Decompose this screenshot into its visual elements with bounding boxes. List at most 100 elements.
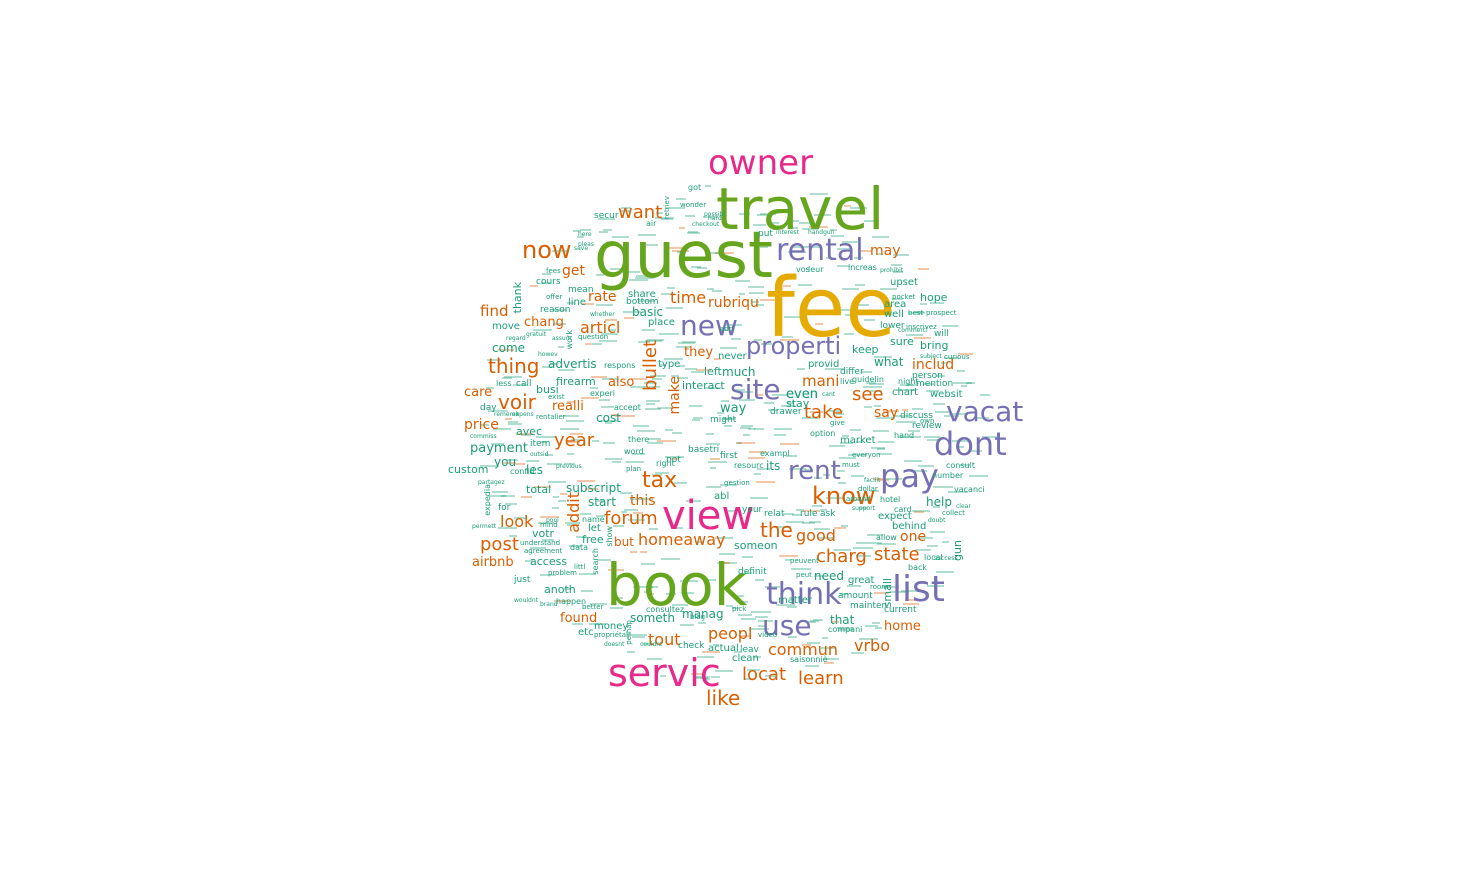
micro-text-texture xyxy=(504,418,513,421)
micro-text-texture xyxy=(890,263,903,266)
micro-text-texture xyxy=(599,419,619,422)
micro-text-texture xyxy=(803,509,821,512)
cloud-word: hope xyxy=(920,291,948,304)
micro-text-texture xyxy=(756,393,763,396)
cloud-word: assum xyxy=(552,335,572,342)
micro-text-texture xyxy=(771,393,788,396)
cloud-word: first xyxy=(720,451,738,461)
micro-text-texture xyxy=(621,511,628,514)
micro-text-texture xyxy=(693,675,710,678)
micro-text-texture xyxy=(801,643,812,646)
cloud-word: vacat xyxy=(946,395,1024,428)
micro-text-texture xyxy=(684,368,698,371)
micro-text-texture xyxy=(742,434,751,437)
cloud-word: commerci xyxy=(898,327,928,334)
micro-text-texture xyxy=(930,301,944,304)
cloud-word: may xyxy=(870,243,901,259)
micro-text-texture xyxy=(666,593,676,596)
cloud-word: drawer xyxy=(770,407,802,417)
micro-text-texture xyxy=(652,378,662,381)
cloud-word: might xyxy=(710,415,737,425)
micro-text-texture xyxy=(567,452,574,455)
micro-text-texture xyxy=(881,311,889,314)
micro-text-texture xyxy=(655,212,664,214)
micro-text-texture xyxy=(487,494,507,497)
micro-text-texture xyxy=(530,547,547,550)
micro-text-texture xyxy=(905,333,923,336)
cloud-word: reason xyxy=(540,305,571,315)
micro-text-texture xyxy=(787,606,798,609)
cloud-word: clear xyxy=(956,503,971,510)
micro-text-texture xyxy=(910,435,922,438)
micro-text-texture xyxy=(751,610,772,613)
cloud-word: subscript xyxy=(566,481,621,495)
cloud-word: agreement xyxy=(524,547,563,555)
micro-text-texture xyxy=(941,325,959,328)
cloud-word: cant xyxy=(822,391,836,398)
cloud-word: add xyxy=(720,325,734,333)
micro-text-texture xyxy=(717,562,737,565)
micro-text-texture xyxy=(589,623,606,626)
micro-text-texture xyxy=(959,463,971,466)
micro-text-texture xyxy=(818,537,834,540)
micro-text-texture xyxy=(500,494,516,497)
cloud-word: secur xyxy=(594,211,619,221)
cloud-word: use xyxy=(762,609,812,642)
cloud-word: live xyxy=(840,377,855,386)
cloud-word: put xyxy=(758,229,773,239)
micro-text-texture xyxy=(509,534,518,537)
micro-text-texture xyxy=(744,677,755,680)
micro-text-texture xyxy=(731,338,741,341)
micro-text-texture xyxy=(655,217,674,220)
micro-text-texture xyxy=(580,512,592,515)
cloud-word: clean xyxy=(732,653,759,664)
micro-text-texture xyxy=(760,246,769,249)
micro-text-texture xyxy=(679,580,699,583)
micro-text-texture xyxy=(836,212,845,215)
micro-text-texture xyxy=(809,520,822,523)
cloud-word: rent xyxy=(788,456,841,486)
micro-text-texture xyxy=(676,377,689,380)
cloud-word: locat xyxy=(742,664,786,685)
cloud-word: move xyxy=(492,321,520,332)
micro-text-texture xyxy=(844,333,854,336)
micro-text-texture xyxy=(734,651,742,654)
micro-text-texture xyxy=(621,207,632,210)
cloud-word: pool xyxy=(546,517,559,524)
cloud-word: facilit xyxy=(864,477,881,484)
micro-text-texture xyxy=(591,342,602,345)
cloud-word: just xyxy=(514,575,531,585)
micro-text-texture xyxy=(640,551,648,553)
micro-text-texture xyxy=(685,214,696,217)
micro-text-texture xyxy=(969,475,989,478)
micro-text-texture xyxy=(650,585,659,588)
micro-text-texture xyxy=(756,304,764,307)
micro-text-texture xyxy=(705,486,722,489)
micro-text-texture xyxy=(675,198,687,201)
micro-text-texture xyxy=(791,568,811,571)
micro-text-texture xyxy=(784,559,792,562)
micro-text-texture xyxy=(923,382,934,385)
micro-text-texture xyxy=(590,376,608,379)
micro-text-texture xyxy=(529,285,538,288)
micro-text-texture xyxy=(753,223,767,226)
micro-text-texture xyxy=(637,234,657,237)
micro-text-texture xyxy=(608,569,625,572)
micro-text-texture xyxy=(735,441,742,444)
micro-text-texture xyxy=(578,572,597,575)
micro-text-texture xyxy=(567,301,576,304)
cloud-word: brand xyxy=(540,601,558,608)
micro-text-texture xyxy=(785,521,804,524)
cloud-word: relat xyxy=(764,509,785,519)
micro-text-texture xyxy=(747,457,765,460)
cloud-word: realli xyxy=(552,399,584,414)
micro-text-texture xyxy=(900,383,918,386)
micro-text-texture xyxy=(720,562,730,565)
cloud-word: save xyxy=(574,245,589,252)
micro-text-texture xyxy=(761,343,773,345)
micro-text-texture xyxy=(677,251,685,253)
cloud-word: review xyxy=(912,421,942,431)
micro-text-texture xyxy=(595,273,605,276)
micro-text-texture xyxy=(877,448,886,451)
cloud-word: differ xyxy=(840,367,864,377)
